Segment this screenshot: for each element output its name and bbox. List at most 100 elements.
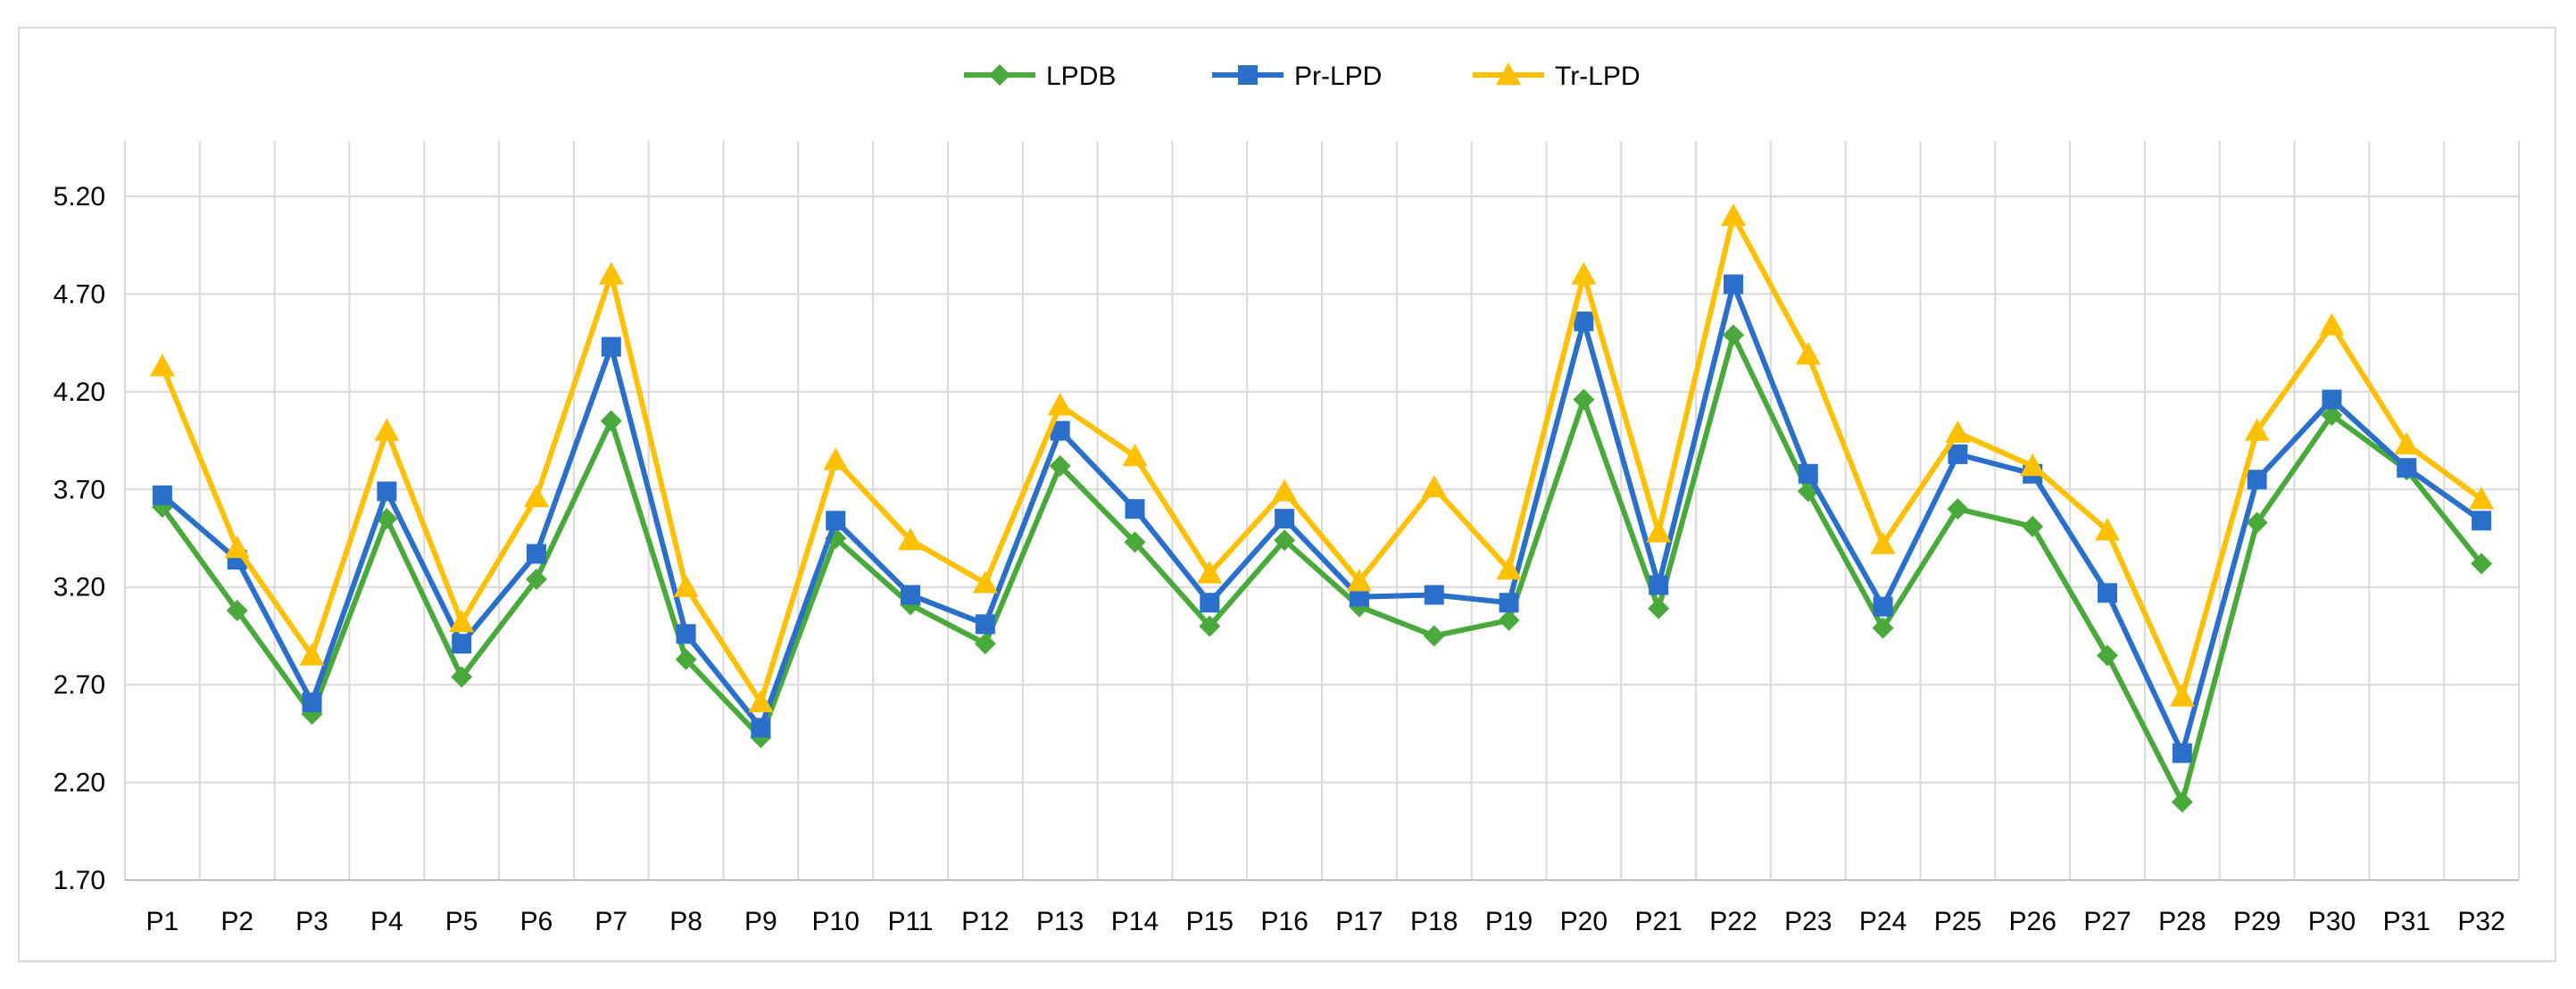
x-tick-label: P20 (1560, 907, 1608, 936)
data-point-pr-lpd (601, 337, 621, 357)
data-point-tr-lpd (2169, 684, 2195, 707)
data-point-lpdb (1498, 609, 1520, 631)
data-point-pr-lpd (302, 692, 322, 712)
data-point-lpdb (1049, 455, 1071, 478)
y-tick-label: 5.20 (54, 182, 105, 212)
x-tick-label: P8 (669, 907, 702, 936)
data-point-tr-lpd (748, 689, 774, 713)
data-point-lpdb (600, 410, 622, 432)
data-point-lpdb (2022, 515, 2044, 537)
data-point-pr-lpd (1723, 274, 1743, 295)
data-point-pr-lpd (1050, 420, 1070, 441)
data-point-pr-lpd (1798, 463, 1818, 484)
y-tick-label: 4.20 (54, 378, 105, 407)
data-point-tr-lpd (299, 643, 325, 666)
x-tick-label: P12 (961, 907, 1009, 936)
y-tick-label: 4.70 (54, 279, 105, 309)
data-point-lpdb (1947, 498, 1969, 520)
x-tick-label: P29 (2233, 907, 2281, 936)
legend-label-pr-lpd: Pr-LPD (1294, 62, 1382, 91)
x-tick-label: P21 (1634, 907, 1682, 936)
x-tick-label: P6 (520, 907, 553, 936)
data-point-lpdb (1648, 597, 1670, 619)
data-point-pr-lpd (826, 511, 846, 531)
data-point-pr-lpd (152, 485, 172, 505)
data-point-tr-lpd (1795, 342, 1821, 365)
data-point-tr-lpd (1421, 475, 1447, 498)
legend-marker-lpdb (989, 64, 1010, 86)
data-point-tr-lpd (1571, 262, 1597, 285)
chart-grid (124, 141, 2520, 881)
data-point-pr-lpd (1349, 586, 1369, 607)
x-tick-label: P18 (1410, 907, 1458, 936)
data-point-pr-lpd (1424, 585, 1444, 605)
series-line-tr-lpd (160, 212, 2483, 705)
data-point-tr-lpd (598, 262, 624, 285)
data-point-pr-lpd (1873, 596, 1893, 617)
data-point-lpdb (974, 633, 996, 655)
data-point-lpdb (675, 648, 697, 670)
x-tick-label: P28 (2158, 907, 2206, 936)
data-point-tr-lpd (2469, 486, 2495, 510)
data-point-pr-lpd (526, 544, 546, 564)
data-point-pr-lpd (1125, 499, 1145, 519)
data-point-tr-lpd (823, 447, 849, 470)
data-point-tr-lpd (898, 528, 924, 551)
legend-item-pr-lpd: Pr-LPD (1212, 62, 1382, 91)
x-tick-label: P32 (2457, 907, 2505, 936)
data-point-tr-lpd (1346, 569, 1372, 592)
data-point-pr-lpd (2472, 511, 2492, 531)
y-tick-label: 3.20 (54, 573, 105, 603)
legend-marker-pr-lpd (1238, 65, 1258, 85)
legend-label-lpdb: LPDB (1046, 62, 1116, 91)
data-point-lpdb (2321, 404, 2343, 427)
x-tick-label: P14 (1111, 907, 1159, 936)
series-line-lpdb (160, 332, 2484, 805)
data-point-lpdb (2246, 511, 2268, 534)
series-line-pr-lpd (160, 281, 2483, 756)
data-point-lpdb (451, 666, 473, 688)
data-point-tr-lpd (2020, 453, 2046, 477)
x-tick-label: P24 (1859, 907, 1907, 936)
data-point-tr-lpd (1122, 444, 1148, 467)
data-point-lpdb (2097, 644, 2119, 667)
x-tick-label: P10 (812, 907, 860, 936)
y-tick-label: 2.70 (54, 670, 105, 700)
data-point-tr-lpd (523, 485, 549, 508)
data-point-tr-lpd (673, 574, 699, 597)
data-point-tr-lpd (1197, 561, 1223, 584)
y-axis-ticks: 1.70 2.20 2.70 3.20 3.70 4.20 4.70 5.20 (54, 182, 105, 895)
data-point-pr-lpd (2322, 389, 2342, 410)
x-tick-label: P11 (887, 907, 933, 936)
data-point-lpdb (1423, 625, 1445, 647)
data-point-pr-lpd (901, 585, 921, 605)
x-axis-ticks: P1 P2 P3 P4 P5 P6 P7 P8 P9 P10 P11 P12 P13 P14 P15 P16 P… (146, 907, 2505, 936)
y-tick-label: 2.20 (54, 769, 105, 798)
data-point-pr-lpd (2247, 470, 2267, 490)
data-point-pr-lpd (2098, 583, 2118, 603)
x-tick-label: P23 (1784, 907, 1832, 936)
x-tick-label: P2 (220, 907, 253, 936)
data-point-lpdb (226, 599, 248, 621)
data-point-pr-lpd (452, 634, 472, 654)
x-tick-label: P30 (2308, 907, 2356, 936)
data-point-lpdb (2471, 553, 2493, 575)
data-point-pr-lpd (1200, 593, 1220, 613)
x-tick-label: P31 (2383, 907, 2431, 936)
x-tick-label: P7 (594, 907, 627, 936)
data-point-tr-lpd (449, 610, 475, 633)
data-point-tr-lpd (2394, 431, 2420, 455)
data-point-tr-lpd (2244, 418, 2270, 441)
data-point-lpdb (1722, 324, 1744, 346)
data-point-lpdb (1872, 617, 1894, 639)
x-tick-label: P5 (445, 907, 478, 936)
legend-marker-tr-lpd (1496, 62, 1521, 86)
y-tick-label: 1.70 (54, 866, 105, 895)
legend-label-tr-lpd: Tr-LPD (1555, 62, 1641, 91)
data-point-tr-lpd (1272, 478, 1298, 502)
data-point-pr-lpd (377, 481, 397, 502)
data-point-pr-lpd (676, 624, 696, 644)
data-point-lpdb (1124, 531, 1146, 553)
data-point-pr-lpd (1499, 593, 1519, 613)
data-point-pr-lpd (1574, 312, 1594, 332)
